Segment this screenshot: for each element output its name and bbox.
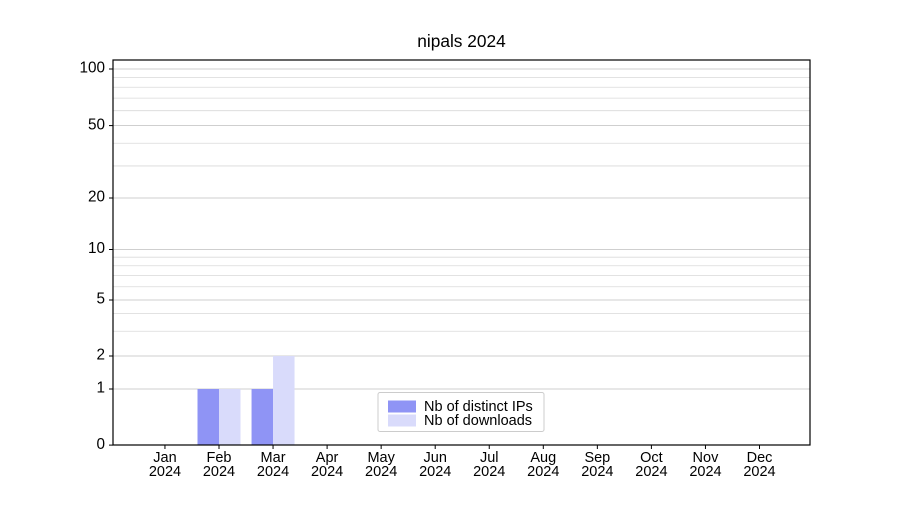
- svg-text:100: 100: [79, 60, 105, 77]
- svg-text:2024: 2024: [311, 464, 343, 480]
- svg-text:2024: 2024: [365, 464, 397, 480]
- svg-text:2024: 2024: [581, 464, 613, 480]
- svg-text:10: 10: [88, 240, 105, 257]
- svg-text:5: 5: [96, 291, 105, 308]
- svg-text:2024: 2024: [203, 464, 235, 480]
- svg-text:Nb of downloads: Nb of downloads: [424, 413, 532, 429]
- svg-text:2024: 2024: [527, 464, 559, 480]
- svg-text:0: 0: [96, 436, 105, 453]
- svg-text:nipals 2024: nipals 2024: [417, 31, 506, 51]
- svg-text:1: 1: [96, 380, 105, 397]
- svg-text:2024: 2024: [257, 464, 289, 480]
- svg-text:2024: 2024: [635, 464, 667, 480]
- svg-text:2024: 2024: [743, 464, 775, 480]
- svg-text:2024: 2024: [473, 464, 505, 480]
- svg-text:2024: 2024: [149, 464, 181, 480]
- svg-text:50: 50: [88, 116, 105, 133]
- svg-text:2: 2: [96, 347, 105, 364]
- svg-text:2024: 2024: [419, 464, 451, 480]
- svg-text:20: 20: [88, 189, 105, 206]
- svg-text:2024: 2024: [689, 464, 721, 480]
